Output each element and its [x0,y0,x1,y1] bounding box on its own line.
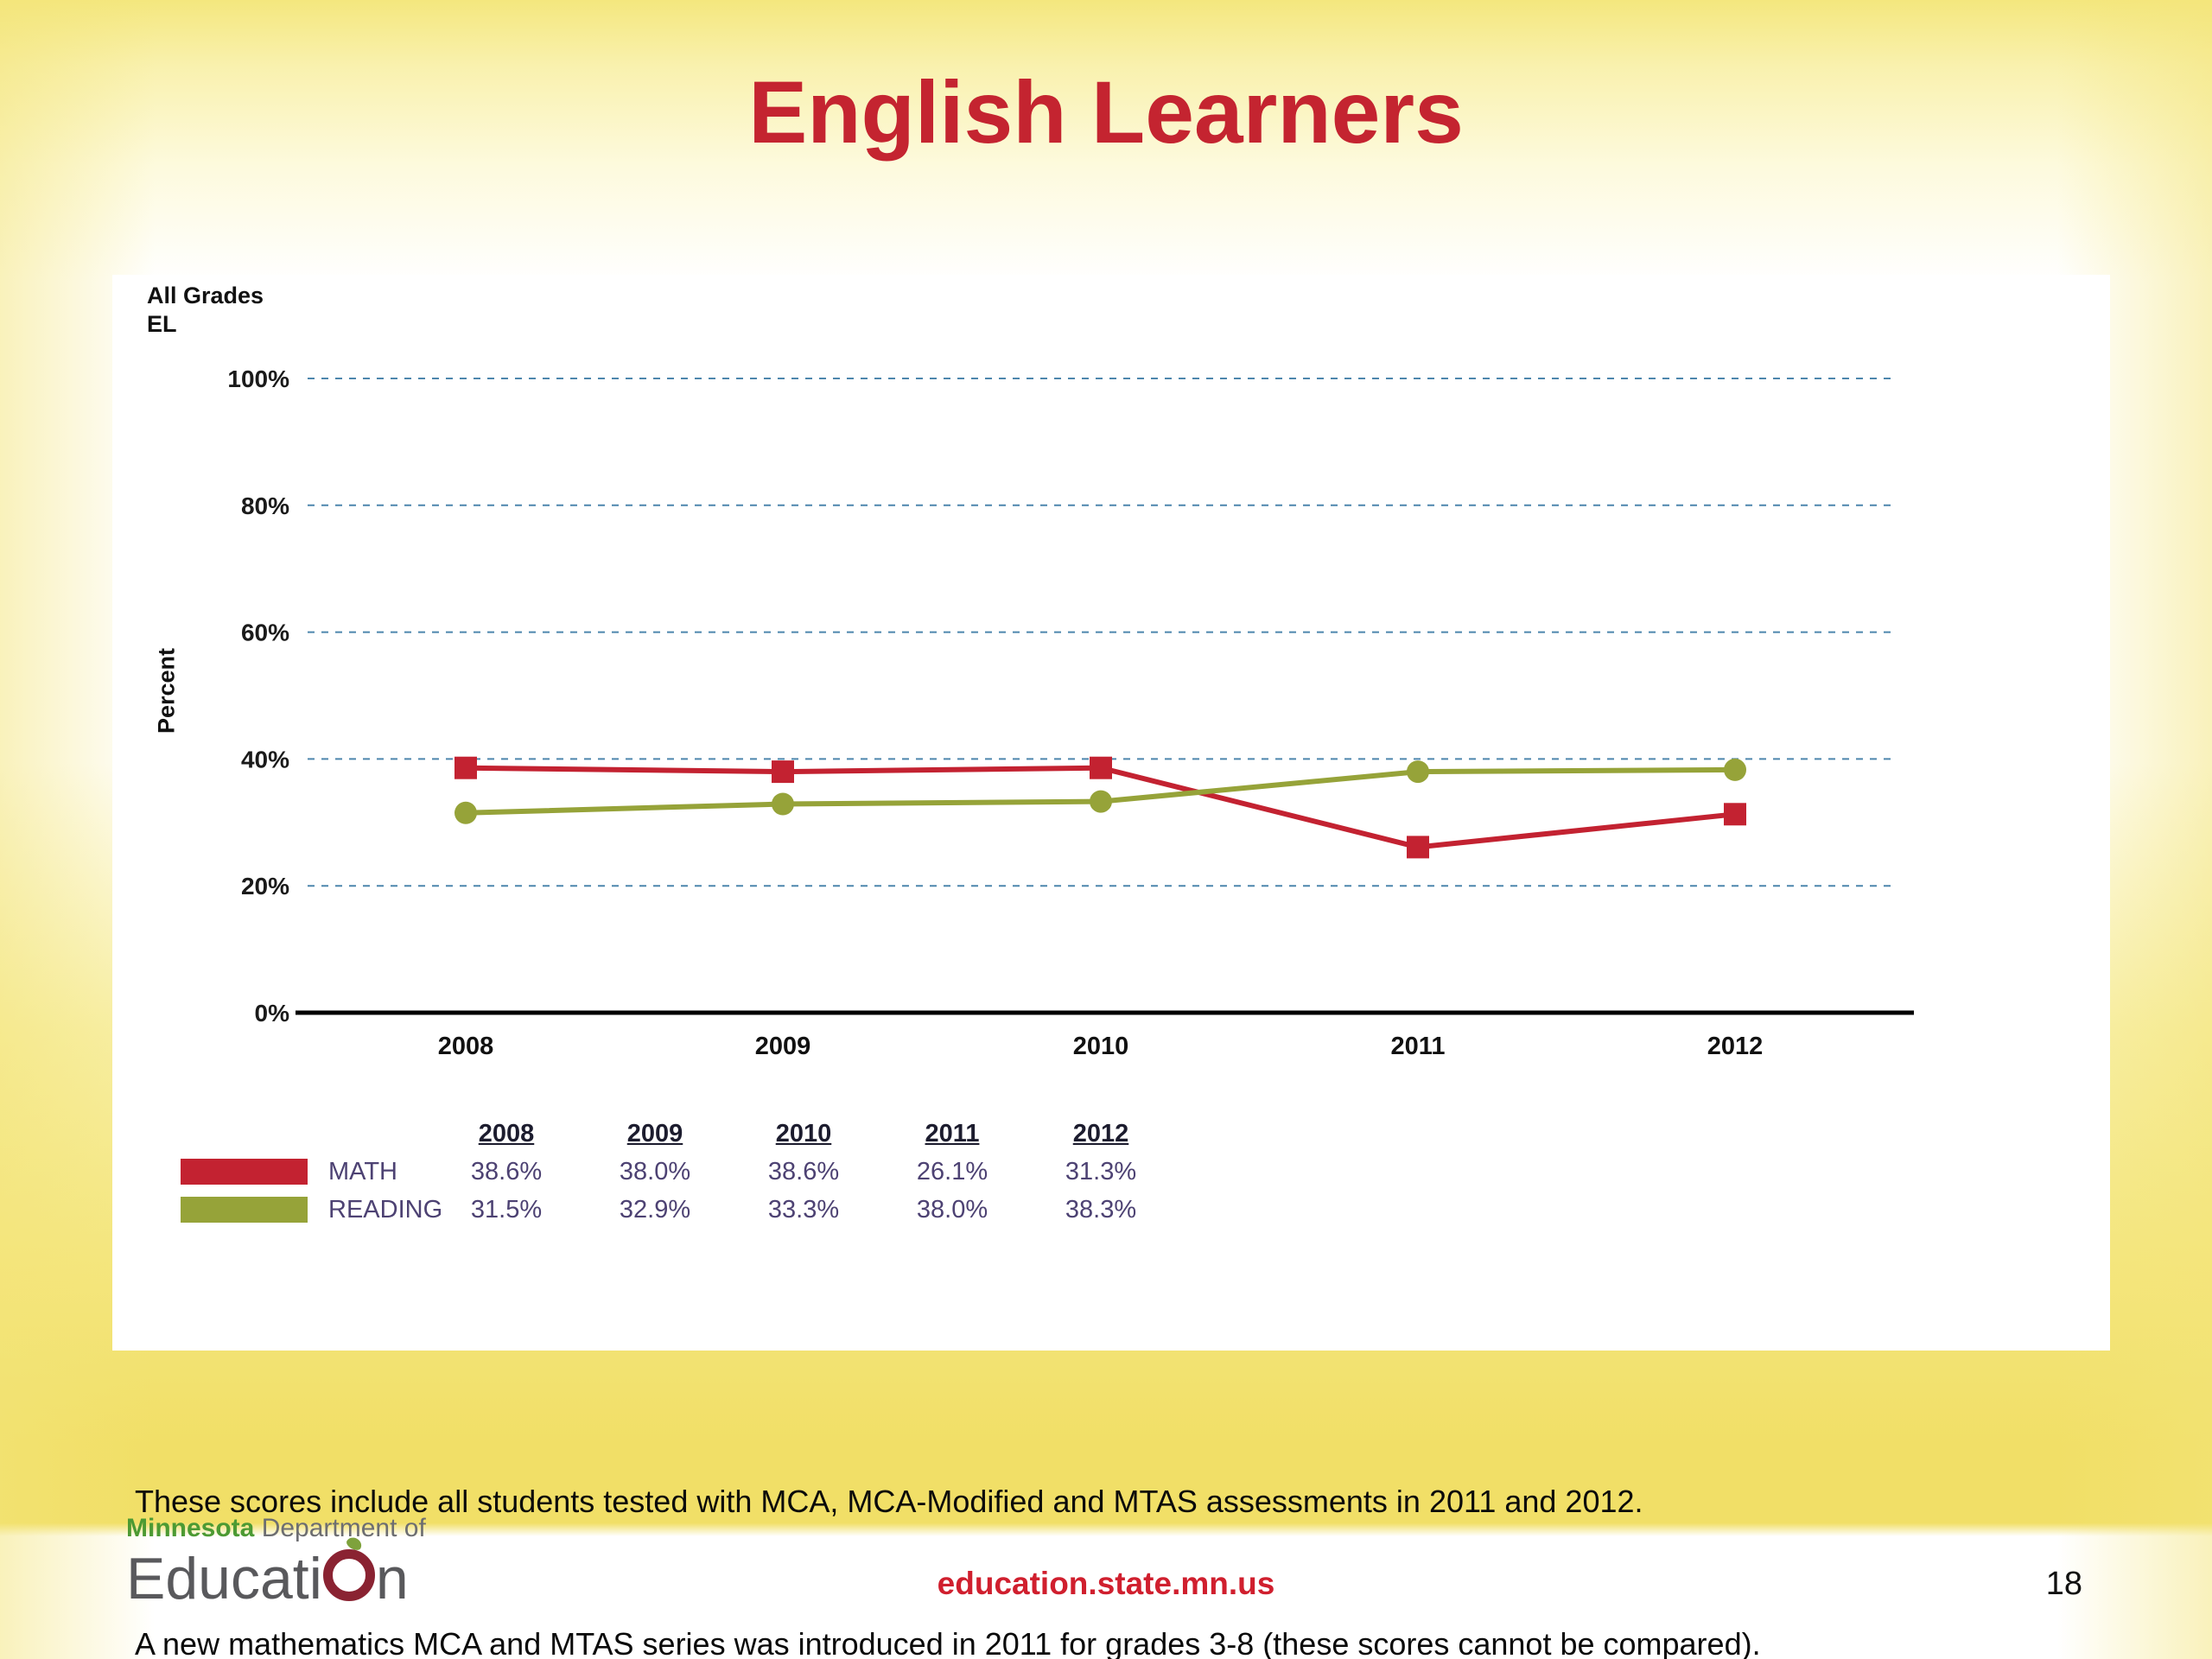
x-tick-label: 2009 [755,1033,811,1060]
mde-logo: Minnesota Department of Educati n [126,1514,426,1612]
mde-logo-wordmark: Educati n [126,1545,426,1612]
y-tick-label: 20% [241,873,289,899]
mde-logo-state: Minnesota [126,1514,255,1542]
math-marker [1724,803,1746,826]
math-swatch [181,1159,308,1185]
legend-value: 31.5% [470,1195,543,1224]
reading-marker [772,792,794,816]
math-marker [1407,836,1429,859]
x-tick-label: 2010 [1073,1033,1129,1060]
footnotes: These scores include all students tested… [135,1382,1761,1659]
mde-logo-tagline: Minnesota Department of [126,1514,426,1543]
x-tick-label: 2011 [1391,1033,1446,1060]
mde-logo-wordmark-left: Educati [126,1546,322,1611]
y-tick-label: 0% [255,1000,290,1027]
x-tick-label: 2008 [438,1033,494,1060]
footnote-line: These scores include all students tested… [135,1484,1643,1519]
legend-year-header: 2009 [626,1119,683,1147]
y-tick-label: 60% [241,620,289,646]
footnote-line: A new mathematics MCA and MTAS series wa… [135,1626,1761,1659]
legend-series-label: MATH [328,1157,398,1185]
legend-value: 31.3% [1065,1157,1137,1185]
mde-logo-o-icon [322,1549,375,1601]
reading-marker [1090,790,1112,813]
chart-panel: All Grades EL Percent 0% 20% 40% 60% 80% 100%… [112,275,2110,1351]
line-chart: 0% 20% 40% 60% 80% 100% 2008 2009 2010 2011 2012 [227,365,1914,1060]
slide-title: English Learners [748,63,1464,162]
legend-year-header: 2012 [1072,1119,1129,1147]
reading-marker [454,801,477,824]
math-marker [454,756,477,779]
legend-data-table: 2008 2009 2010 2011 2012 MATH 38.6% 38.0% 38.6% 2… [181,1115,1175,1229]
math-marker [1090,756,1112,779]
reading-swatch [181,1197,308,1223]
footer-url: education.state.mn.us [937,1566,1275,1601]
legend-value: 38.0% [619,1157,691,1185]
legend-series-label: READING [328,1195,443,1224]
reading-marker [1724,758,1746,781]
legend-value: 26.1% [916,1157,988,1185]
y-tick-label: 100% [227,365,289,392]
chart-corner-label-line1: All Grades [147,283,264,308]
math-marker [772,760,794,784]
legend-value: 38.3% [1065,1195,1137,1224]
x-tick-label: 2012 [1707,1033,1764,1060]
legend-value: 33.3% [767,1195,840,1224]
legend-value: 38.6% [767,1157,840,1185]
chart-corner-label: All Grades EL [147,282,264,339]
legend-value: 38.0% [916,1195,988,1224]
reading-marker [1407,760,1429,784]
page-number: 18 [2045,1566,2082,1602]
legend-swatch-cell [181,1153,308,1191]
legend-year-header: 2008 [478,1119,535,1147]
chart-corner-label-line2: EL [147,311,177,337]
legend-year-header: 2010 [775,1119,832,1147]
legend-year-header: 2011 [925,1119,980,1147]
legend-value: 32.9% [619,1195,691,1224]
mde-logo-department: Department of [261,1514,426,1542]
y-tick-label: 40% [241,746,289,772]
legend-value: 38.6% [470,1157,543,1185]
legend-swatch-cell [181,1191,308,1229]
mde-logo-wordmark-right: n [375,1546,409,1611]
y-tick-label: 80% [241,493,289,519]
